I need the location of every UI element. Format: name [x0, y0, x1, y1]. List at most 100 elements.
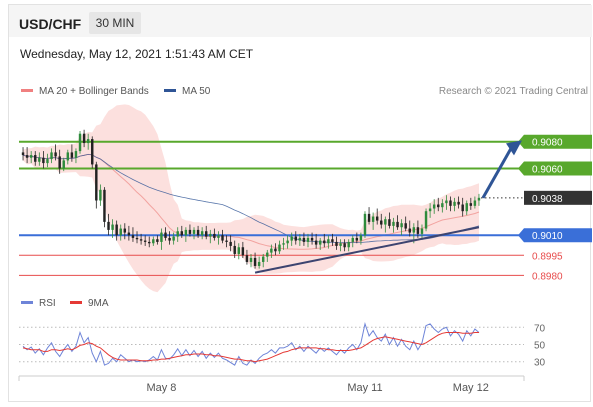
- candle: [412, 227, 416, 233]
- candle: [335, 241, 338, 246]
- candle: [465, 203, 468, 212]
- level-label-box: [518, 134, 592, 149]
- x-tick-label: May 11: [347, 382, 382, 394]
- candle: [86, 139, 90, 144]
- candle: [205, 231, 208, 237]
- candle: [180, 231, 184, 236]
- candle: [449, 200, 452, 206]
- candle: [176, 231, 179, 237]
- x-tick-label: May 12: [453, 382, 489, 394]
- rsi-line: [22, 322, 480, 366]
- candle: [396, 221, 399, 228]
- candle: [131, 235, 135, 238]
- symbol-title: USD/CHF: [19, 16, 82, 32]
- chart-header: USD/CHF 30 MIN: [9, 5, 592, 37]
- candle: [196, 229, 200, 236]
- candle: [428, 208, 432, 212]
- projection-arrow: [481, 147, 513, 199]
- timeframe-badge[interactable]: 30 MIN: [89, 12, 141, 34]
- candle: [25, 155, 29, 158]
- candle: [62, 160, 65, 169]
- level-label: 0.9080: [532, 138, 563, 149]
- candle: [115, 224, 118, 236]
- candle: [42, 157, 45, 164]
- credit-text: Research © 2021 Trading Central: [439, 86, 588, 97]
- candle: [213, 233, 216, 238]
- candle: [457, 201, 460, 205]
- candle: [54, 152, 57, 157]
- candle: [274, 248, 277, 252]
- candle: [294, 236, 297, 241]
- candle: [143, 240, 147, 242]
- support-label: 0.8980: [532, 271, 563, 282]
- candle: [229, 241, 232, 246]
- price-label: 0.9038: [532, 194, 563, 205]
- candle: [298, 237, 302, 241]
- rsi-tick-label: 30: [534, 358, 546, 369]
- candle: [314, 240, 318, 245]
- legend-swatch: [21, 89, 33, 92]
- candle: [168, 237, 171, 241]
- candle: [371, 216, 375, 222]
- candle: [270, 248, 273, 253]
- candle: [400, 223, 403, 228]
- candle: [343, 243, 346, 248]
- candle: [135, 237, 139, 240]
- candle: [408, 228, 411, 233]
- candle: [119, 228, 122, 236]
- candle: [437, 204, 440, 208]
- price-label-box: [524, 190, 592, 205]
- candle: [355, 237, 359, 241]
- candle: [367, 213, 371, 222]
- candle: [91, 139, 94, 165]
- candle: [172, 236, 175, 241]
- candle: [217, 235, 220, 238]
- legend-label: MA 20 + Bollinger Bands: [39, 86, 149, 97]
- candle: [111, 224, 114, 230]
- candle: [404, 223, 407, 229]
- candle: [257, 261, 261, 266]
- level-label: 0.9060: [532, 164, 563, 175]
- candle: [127, 232, 131, 236]
- candle: [95, 164, 98, 201]
- rsi-legend-label: 9MA: [88, 298, 109, 309]
- candle: [445, 200, 448, 204]
- candle: [469, 203, 473, 206]
- candle: [290, 236, 293, 241]
- candle: [152, 239, 155, 244]
- candle: [266, 252, 269, 257]
- candle: [424, 211, 428, 229]
- candle: [323, 240, 326, 244]
- rsi-tick-label: 70: [534, 323, 546, 334]
- candle: [380, 220, 383, 225]
- candle: [339, 243, 342, 246]
- level-label-box: [518, 161, 592, 176]
- candle: [58, 156, 61, 169]
- candle: [156, 239, 159, 242]
- candle: [103, 189, 106, 222]
- candle: [441, 203, 444, 208]
- legend-label: MA 50: [182, 86, 211, 97]
- candle: [29, 155, 33, 158]
- candle: [331, 239, 334, 242]
- candle: [416, 227, 420, 234]
- level-label: 0.9010: [532, 231, 563, 242]
- candle: [70, 152, 74, 158]
- bollinger-band: [23, 104, 479, 293]
- candle: [221, 235, 224, 241]
- candle: [74, 151, 78, 158]
- candle: [359, 235, 363, 241]
- candle: [245, 255, 249, 262]
- candle: [82, 133, 86, 144]
- chart-canvas: MA 20 + Bollinger Bands MA 50 Research © 2…: [18, 86, 592, 394]
- candle: [46, 159, 49, 164]
- candle: [388, 219, 391, 226]
- candle: [148, 241, 151, 244]
- candle: [139, 239, 143, 241]
- rsi-legend-swatch: [21, 301, 33, 304]
- candle: [347, 241, 350, 248]
- x-tick-label: May 8: [146, 382, 176, 394]
- candle: [461, 204, 464, 212]
- candle: [249, 257, 253, 262]
- candle: [310, 237, 314, 241]
